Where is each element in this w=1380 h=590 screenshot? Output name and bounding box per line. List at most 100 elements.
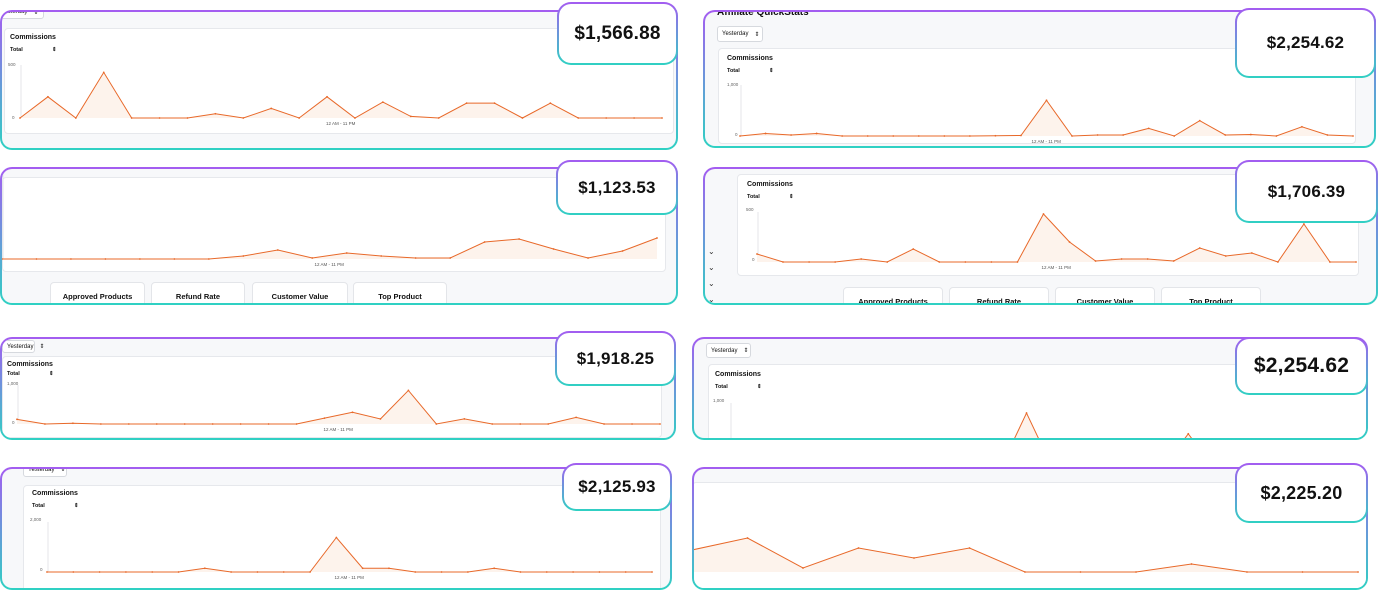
chart-point[interactable]	[1187, 432, 1190, 435]
chart-point[interactable]	[764, 132, 767, 135]
chart-point[interactable]	[311, 257, 314, 259]
chart-point[interactable]	[938, 261, 941, 263]
chart-point[interactable]	[380, 255, 383, 257]
chart-point[interactable]	[98, 571, 101, 573]
chart-point[interactable]	[790, 134, 792, 136]
chart-point[interactable]	[127, 423, 130, 425]
chart-point[interactable]	[886, 261, 889, 263]
chart-point[interactable]	[782, 261, 784, 263]
chart-point[interactable]	[1357, 571, 1359, 573]
chart-point[interactable]	[158, 117, 161, 119]
chart-point[interactable]	[857, 547, 860, 549]
chart-point[interactable]	[72, 571, 75, 573]
chart-point[interactable]	[519, 571, 522, 573]
chart-point[interactable]	[1094, 260, 1097, 262]
chart-point[interactable]	[326, 95, 328, 98]
chart-point[interactable]	[173, 258, 176, 260]
chart-point[interactable]	[808, 261, 810, 263]
chart-point[interactable]	[651, 571, 653, 573]
chart-point[interactable]	[1096, 134, 1099, 136]
chart-point[interactable]	[414, 257, 417, 259]
chart-point[interactable]	[549, 102, 552, 105]
chart-point[interactable]	[692, 549, 693, 551]
chart-point[interactable]	[892, 135, 895, 137]
chart-point[interactable]	[407, 389, 410, 392]
chart-point[interactable]	[493, 567, 496, 570]
chart-point[interactable]	[463, 418, 466, 420]
chart-point[interactable]	[1020, 134, 1022, 137]
chart-point[interactable]	[547, 423, 550, 425]
chart-point[interactable]	[1250, 252, 1253, 254]
chart-point[interactable]	[47, 95, 49, 98]
chart-point[interactable]	[493, 102, 496, 105]
chart-point[interactable]	[1224, 134, 1227, 136]
total-select[interactable]: Total ⇕	[32, 503, 82, 509]
chart-point[interactable]	[295, 423, 298, 425]
chart-point[interactable]	[1352, 135, 1354, 137]
chart-point[interactable]	[802, 567, 804, 569]
chart-point[interactable]	[519, 423, 522, 425]
chart-point[interactable]	[1173, 135, 1176, 137]
chart-point[interactable]	[621, 250, 624, 252]
chart-point[interactable]	[913, 557, 915, 559]
chart-point[interactable]	[388, 567, 390, 570]
chart-point[interactable]	[186, 117, 189, 119]
chart-point[interactable]	[1, 258, 3, 260]
chart-point[interactable]	[211, 423, 214, 425]
stat-tab-top-product[interactable]: Top Product	[353, 282, 447, 303]
chart-point[interactable]	[659, 423, 661, 425]
chart-point[interactable]	[1301, 571, 1304, 573]
chart-point[interactable]	[518, 238, 521, 240]
stat-tab-top-product[interactable]: Top Product	[1161, 287, 1261, 303]
chart-point[interactable]	[345, 252, 348, 254]
chart-point[interactable]	[1135, 571, 1137, 573]
period-dropdown[interactable]: Yesterday ⇕	[2, 340, 45, 353]
chart-point[interactable]	[309, 571, 311, 573]
chart-point[interactable]	[19, 117, 21, 119]
chart-point[interactable]	[968, 547, 971, 549]
chart-point[interactable]	[912, 248, 915, 250]
period-dropdown[interactable]: Yesterday ⇕	[23, 469, 67, 477]
chart-point[interactable]	[1249, 133, 1252, 136]
chart-point[interactable]	[230, 571, 233, 573]
chart-point[interactable]	[483, 241, 486, 243]
chart-point[interactable]	[1246, 571, 1248, 573]
chart-point[interactable]	[577, 117, 580, 119]
chart-point[interactable]	[354, 117, 356, 119]
chart-point[interactable]	[815, 132, 818, 135]
chart-point[interactable]	[414, 571, 417, 573]
chart-point[interactable]	[587, 257, 589, 259]
chart-point[interactable]	[1042, 213, 1045, 215]
period-dropdown[interactable]: Yesterday ⇕	[2, 12, 44, 19]
chart-point[interactable]	[256, 571, 259, 573]
chart-point[interactable]	[335, 536, 338, 539]
chart-point[interactable]	[351, 411, 354, 414]
chart-point[interactable]	[242, 117, 245, 119]
chart-point[interactable]	[44, 423, 46, 425]
chart-point[interactable]	[605, 117, 608, 119]
chart-point[interactable]	[99, 423, 102, 425]
chart-point[interactable]	[1198, 119, 1201, 122]
chart-point[interactable]	[1190, 563, 1193, 565]
chart-point[interactable]	[1120, 258, 1123, 260]
chart-point[interactable]	[276, 249, 279, 251]
chart-point[interactable]	[545, 571, 548, 573]
chart-point[interactable]	[1326, 134, 1329, 136]
chart-point[interactable]	[104, 258, 107, 260]
chart-point[interactable]	[1224, 255, 1227, 257]
chart-point[interactable]	[35, 258, 38, 260]
chart-point[interactable]	[177, 571, 180, 573]
chart-point[interactable]	[964, 261, 967, 263]
stat-tab-customer-value[interactable]: Customer Value	[1055, 287, 1155, 303]
chart-point[interactable]	[239, 423, 242, 425]
chart-point[interactable]	[125, 571, 127, 573]
chart-point[interactable]	[990, 261, 993, 263]
chart-point[interactable]	[866, 135, 869, 137]
chart-point[interactable]	[379, 418, 382, 420]
chart-point[interactable]	[72, 422, 74, 425]
chart-point[interactable]	[437, 117, 440, 119]
chart-point[interactable]	[46, 571, 48, 573]
stat-tab-refund-rate[interactable]: Refund Rate	[949, 287, 1049, 303]
total-select[interactable]: Total ⇕	[747, 194, 797, 200]
chart-point[interactable]	[521, 117, 524, 119]
